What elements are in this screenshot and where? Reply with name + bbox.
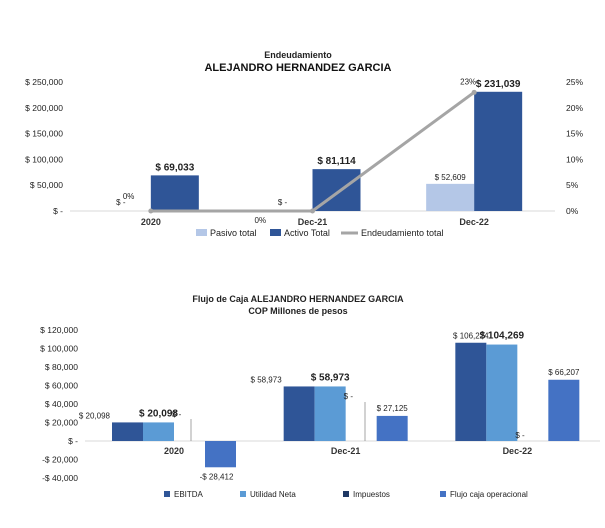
chart2-plot: -$ 40,000 -$ 20,000 $ - $ 20,000 $ 40,000 $ 6…	[40, 325, 600, 483]
bar-utilidad-2020	[143, 422, 174, 441]
bar-ebitda-dec-22	[455, 342, 487, 441]
label-activo-dec-22: $ 231,039	[476, 79, 521, 90]
y2-tick-label: 25%	[566, 77, 583, 87]
category-label-dec-21: Dec-21	[298, 217, 328, 227]
legend-swatch-activo	[270, 229, 281, 236]
y-tick-label: $ 50,000	[30, 180, 63, 190]
point-endeudamiento-dec-22	[471, 89, 477, 95]
legend-swatch-flujo	[440, 491, 446, 497]
bar-activo-2020	[150, 175, 199, 211]
legend-swatch-utilidad	[240, 491, 246, 497]
label-ebitda-2020: $ 20,098	[79, 411, 111, 420]
y-tick-label: $ -	[53, 206, 63, 216]
chart2-subtitle: COP Millones de pesos	[248, 306, 347, 316]
bar-flujo-dec-22	[548, 379, 580, 441]
bar-activo-dec-22	[474, 91, 523, 211]
y-tick-label: $ 60,000	[45, 381, 78, 391]
bar-ebitda-2020	[112, 422, 143, 441]
chart2-title: Flujo de Caja ALEJANDRO HERNANDEZ GARCIA	[192, 294, 404, 304]
y-tick-label: $ 100,000	[25, 154, 63, 164]
y2-tick-label: 0%	[566, 206, 579, 216]
y-tick-label: $ 200,000	[25, 103, 63, 113]
y-tick-label: $ 250,000	[25, 77, 63, 87]
category-label-2020: 2020	[164, 446, 184, 456]
bar-pasivo-dec-22	[426, 183, 475, 211]
chart2-legend: EBITDA Utilidad Neta Impuestos Flujo caja o…	[164, 490, 528, 499]
legend-swatch-ebitda	[164, 491, 170, 497]
y-tick-label: $ -	[68, 436, 78, 446]
y-tick-label: $ 100,000	[40, 344, 78, 354]
y2-tick-label: 15%	[566, 129, 583, 139]
label-utilidad-dec-21: $ 58,973	[311, 372, 350, 383]
bar-utilidad-dec-21	[314, 386, 346, 441]
label-impuestos-dec-21: $ -	[344, 392, 354, 401]
category-label-2020: 2020	[141, 217, 161, 227]
label-flujo-2020: -$ 28,412	[200, 472, 234, 481]
chart1-plot: $ - $ 50,000 $ 100,000 $ 150,000 $ 200,000 $ …	[25, 77, 583, 227]
category-label-dec-22: Dec-22	[503, 446, 533, 456]
label-flujo-dec-22: $ 66,207	[548, 368, 580, 377]
point-endeudamiento-dec-21	[310, 208, 315, 214]
label-endeudamiento-2020: 0%	[123, 192, 135, 201]
bar-ebitda-dec-21	[283, 386, 315, 441]
label-pasivo-2020: $ -	[116, 198, 126, 207]
category-label-dec-21: Dec-21	[331, 446, 361, 456]
label-activo-2020: $ 69,033	[155, 162, 194, 173]
y-tick-label: -$ 40,000	[42, 473, 78, 483]
legend-label-utilidad: Utilidad Neta	[250, 490, 296, 499]
category-label-dec-22: Dec-22	[459, 217, 489, 227]
legend-label-endeudamiento: Endeudamiento total	[361, 228, 444, 238]
label-pasivo-dec-22: $ 52,609	[435, 173, 467, 182]
y-tick-label: $ 150,000	[25, 129, 63, 139]
legend-label-activo: Activo Total	[284, 228, 330, 238]
y2-tick-label: 20%	[566, 103, 583, 113]
label-flujo-dec-21: $ 27,125	[377, 404, 409, 413]
label-ebitda-dec-22: $ 106,224	[453, 332, 489, 341]
bar-flujo-2020	[205, 441, 236, 468]
label-utilidad-dec-22: $ 104,269	[480, 331, 525, 342]
y-tick-label: $ 40,000	[45, 399, 78, 409]
legend-label-ebitda: EBITDA	[174, 490, 204, 499]
y-tick-label: $ 120,000	[40, 325, 78, 335]
label-impuestos-2020: $ -	[172, 410, 182, 419]
y-tick-label: -$ 20,000	[42, 455, 78, 465]
chart1-title: Endeudamiento	[264, 50, 332, 60]
label-pasivo-dec-21: $ -	[278, 198, 288, 207]
chart1-subtitle: ALEJANDRO HERNANDEZ GARCIA	[204, 62, 391, 74]
legend-swatch-pasivo	[196, 229, 207, 236]
bar-utilidad-dec-22	[486, 344, 518, 441]
legend-swatch-impuestos	[343, 491, 349, 497]
label-impuestos-dec-22: $ -	[515, 431, 525, 440]
label-utilidad-2020: $ 20,098	[139, 408, 178, 419]
bar-flujo-dec-21	[376, 415, 408, 441]
legend-label-impuestos: Impuestos	[353, 490, 390, 499]
y-tick-label: $ 80,000	[45, 362, 78, 372]
label-endeudamiento-dec-22: 23%	[460, 77, 476, 86]
label-ebitda-dec-21: $ 58,973	[251, 375, 283, 384]
label-activo-dec-21: $ 81,114	[317, 156, 356, 167]
y2-tick-label: 5%	[566, 180, 579, 190]
y-tick-label: $ 20,000	[45, 418, 78, 428]
y2-tick-label: 10%	[566, 154, 583, 164]
label-endeudamiento-dec-21: 0%	[255, 216, 267, 225]
point-endeudamiento-2020	[148, 208, 154, 214]
legend-label-pasivo: Pasivo total	[210, 228, 257, 238]
chart1-legend: Pasivo total Activo Total Endeudamiento to…	[196, 228, 444, 238]
legend-label-flujo: Flujo caja operacional	[450, 490, 528, 499]
